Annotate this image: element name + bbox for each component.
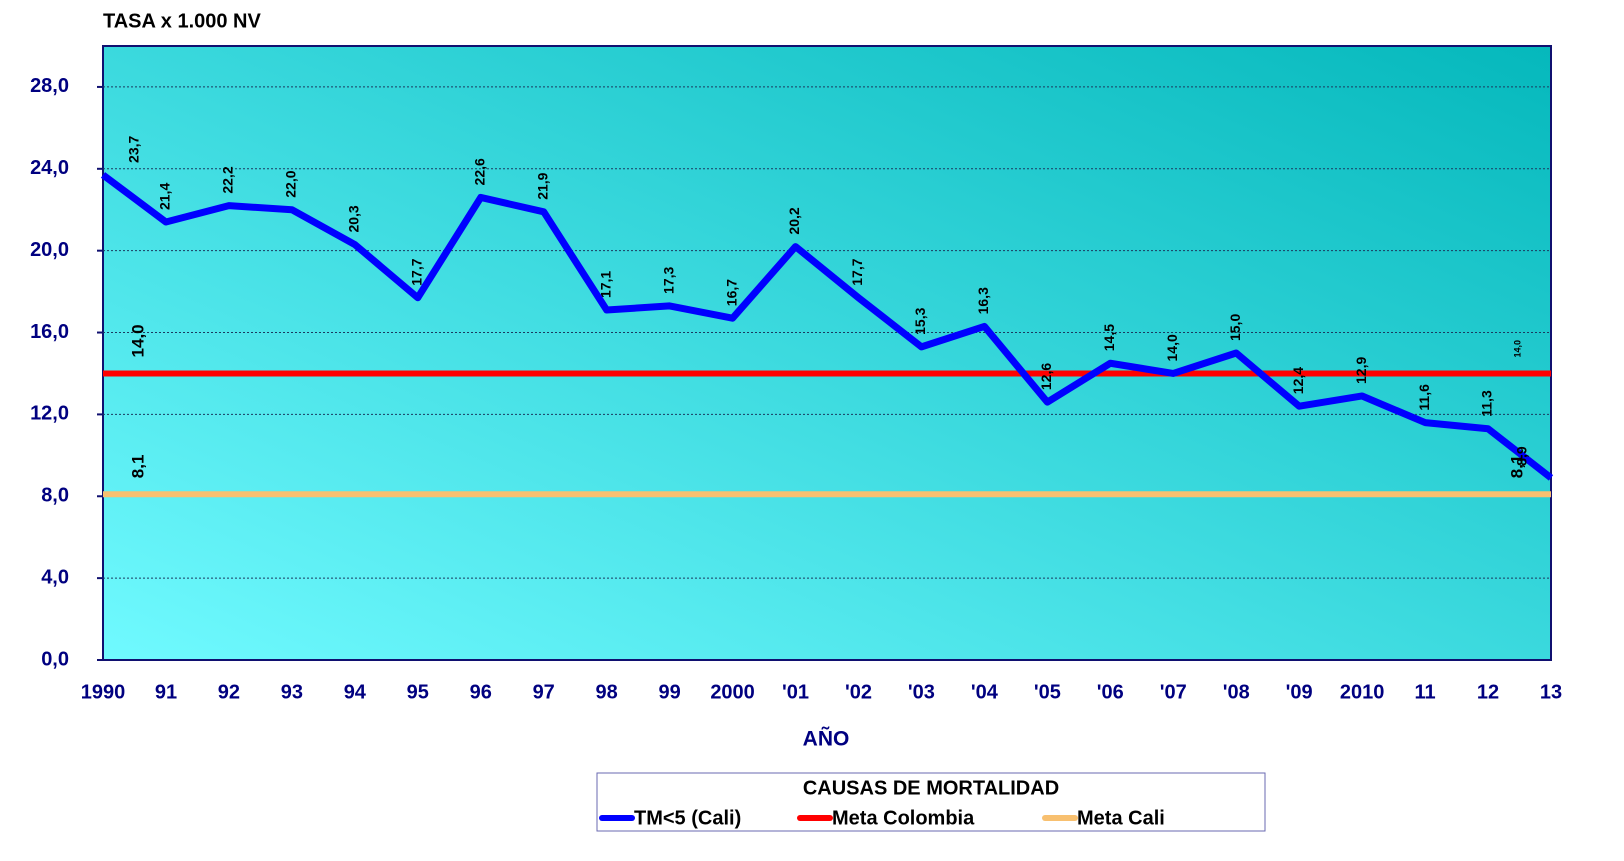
- legend-label: TM<5 (Cali): [634, 807, 741, 829]
- data-label: 15,3: [912, 307, 928, 334]
- x-tick-label: 95: [407, 681, 429, 703]
- x-tick-label: 92: [218, 681, 240, 703]
- plot-area: [102, 45, 1552, 661]
- legend-title: CAUSAS DE MORTALIDAD: [803, 777, 1059, 799]
- x-tick-label: '07: [1160, 681, 1187, 703]
- data-label: 14,0: [1164, 334, 1180, 361]
- data-label: 14,5: [1101, 324, 1117, 351]
- x-tick-label: 2010: [1340, 681, 1385, 703]
- chart-title: TASA x 1.000 NV: [103, 10, 262, 32]
- legend-label: Meta Cali: [1077, 807, 1165, 829]
- data-label: 21,9: [534, 172, 550, 199]
- series-line: [100, 172, 1554, 481]
- legend-label: Meta Colombia: [832, 807, 975, 829]
- data-label: 8,9: [1514, 446, 1530, 466]
- data-label: 22,6: [471, 158, 487, 185]
- x-tick-label: 12: [1477, 681, 1499, 703]
- data-label: 12,6: [1038, 363, 1054, 390]
- y-tick-label: 28,0: [30, 75, 69, 97]
- legend-box: [596, 772, 1266, 832]
- x-tick-label: 96: [470, 681, 492, 703]
- y-tick-label: 24,0: [30, 157, 69, 179]
- data-label: 17,3: [660, 266, 676, 293]
- x-tick-label: '03: [908, 681, 935, 703]
- data-label: 16,7: [723, 279, 739, 306]
- x-tick-label: '04: [971, 681, 999, 703]
- data-label: 17,7: [849, 258, 865, 285]
- x-tick-label: 91: [155, 681, 177, 703]
- x-tick-label: 13: [1540, 681, 1562, 703]
- y-tick-label: 12,0: [30, 403, 69, 425]
- x-tick-label: '01: [782, 681, 809, 703]
- data-label: 12,9: [1353, 357, 1369, 384]
- x-axis-label: AÑO: [803, 728, 850, 751]
- x-tick-label: 99: [658, 681, 680, 703]
- x-tick-label: '09: [1286, 681, 1313, 703]
- x-tick-label: '08: [1223, 681, 1250, 703]
- x-tick-label: 98: [596, 681, 618, 703]
- y-tick-label: 20,0: [30, 239, 69, 261]
- y-tick-label: 4,0: [41, 566, 69, 588]
- data-label: 22,2: [220, 166, 236, 193]
- x-tick-label: 94: [344, 681, 367, 703]
- data-label: 17,1: [597, 271, 613, 298]
- x-tick-label: 11: [1415, 681, 1436, 703]
- data-label: 20,3: [346, 205, 362, 232]
- data-label: 14,0: [1512, 340, 1522, 358]
- x-tick-label: 93: [281, 681, 303, 703]
- data-label: 16,3: [975, 287, 991, 314]
- x-tick-label: 2000: [710, 681, 755, 703]
- data-label: 22,0: [283, 170, 299, 197]
- data-label: 20,2: [786, 207, 802, 234]
- data-label: 15,0: [1227, 314, 1243, 341]
- x-tick-label: '02: [845, 681, 872, 703]
- x-tick-label: 1990: [81, 681, 126, 703]
- x-tick-label: '06: [1097, 681, 1124, 703]
- data-label: 17,7: [408, 258, 424, 285]
- data-label: 8,1: [1507, 455, 1526, 479]
- data-label: 14,0: [128, 324, 147, 357]
- y-tick-label: 16,0: [30, 321, 69, 343]
- data-label: 11,3: [1479, 390, 1495, 417]
- y-tick-label: 0,0: [41, 648, 69, 670]
- data-label: 11,6: [1416, 384, 1432, 411]
- data-label: 12,4: [1290, 367, 1306, 394]
- data-label: 21,4: [157, 183, 173, 210]
- y-tick-label: 8,0: [41, 485, 69, 507]
- data-label: 23,7: [126, 135, 142, 162]
- x-tick-label: 97: [533, 681, 555, 703]
- x-tick-label: '05: [1034, 681, 1061, 703]
- data-label: 8,1: [128, 455, 147, 479]
